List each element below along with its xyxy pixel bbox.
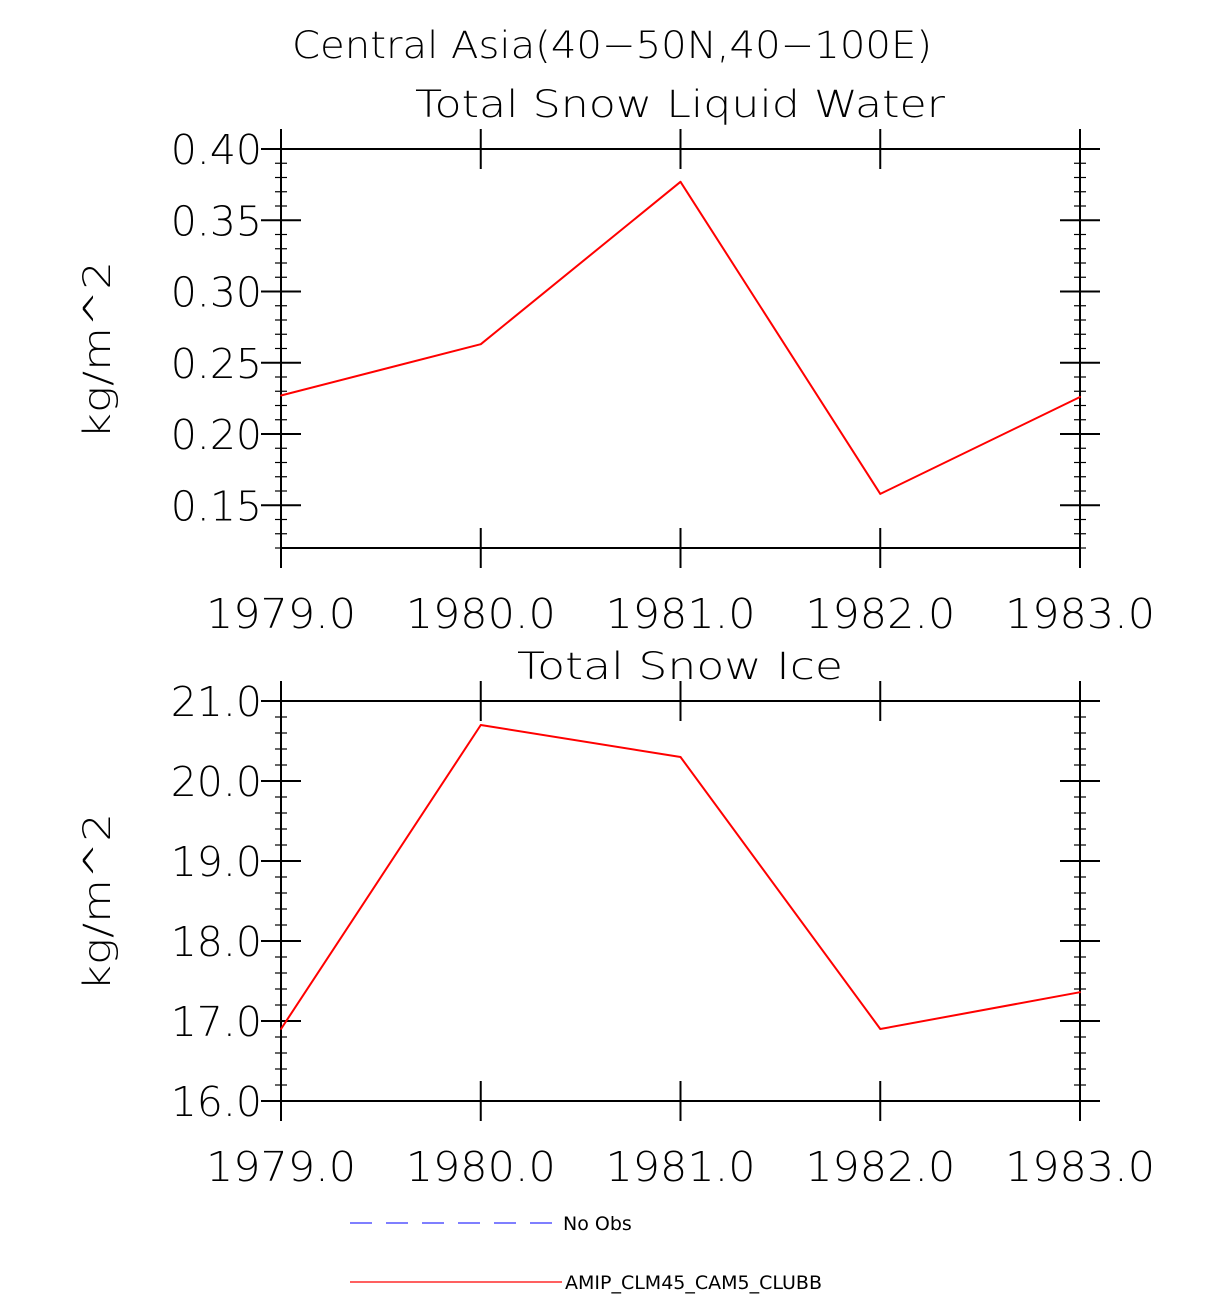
data-point	[479, 343, 482, 346]
x-tick-label: 1979.0	[206, 1143, 356, 1191]
x-tick-label: 1979.0	[206, 590, 356, 638]
plot-frame	[280, 700, 1081, 1102]
legend-item-no-obs: No Obs	[350, 1213, 632, 1235]
x-tick-label: 1981.0	[606, 590, 756, 638]
series-line	[280, 180, 1081, 495]
data-point	[1079, 396, 1081, 398]
y-tick-label: 17.0	[171, 998, 262, 1046]
x-tick-label: 1982.0	[805, 590, 955, 638]
data-point	[479, 724, 482, 726]
figure-title: Central Asia(40−50N,40−100E)	[292, 24, 932, 67]
data-point	[879, 1028, 882, 1030]
x-tick-label: 1980.0	[406, 590, 556, 638]
legend-label: No Obs	[563, 1213, 632, 1235]
chart-title: Total Snow Liquid Water	[415, 83, 946, 126]
y-tick-label: 0.20	[171, 411, 262, 459]
y-tick-label: 0.25	[171, 340, 262, 388]
y-axis-label: kg/m^2	[76, 813, 119, 991]
y-tick-label: 19.0	[171, 838, 262, 886]
data-point	[280, 394, 282, 397]
x-tick-label: 1983.0	[1005, 590, 1155, 638]
y-tick-label: 18.0	[171, 918, 262, 966]
data-point	[1079, 991, 1081, 994]
x-tick-label: 1982.0	[805, 1143, 955, 1191]
data-point	[879, 492, 882, 495]
x-tick-label: 1980.0	[406, 1143, 556, 1191]
y-tick-label: 0.35	[171, 197, 262, 245]
y-tick-label: 21.0	[171, 678, 262, 726]
series-line	[280, 724, 1081, 1030]
y-tick-label: 20.0	[171, 758, 262, 806]
chart-total-snow-liquid-water: kg/m^2 0.40 0.35 0.30 0.25 0.20 0.15 1979.0 198…	[76, 83, 1155, 638]
legend-item-amip: AMIP_CLM45_CAM5_CLUBB	[350, 1272, 822, 1294]
chart-total-snow-ice: kg/m^2 21.0 20.0 19.0 18.0 17.0 16.0 1979.0 198…	[76, 645, 1155, 1191]
y-tick-label: 16.0	[171, 1078, 262, 1126]
data-point	[679, 180, 682, 183]
chart-title: Total Snow Ice	[517, 645, 843, 688]
y-tick-label: 0.15	[171, 482, 262, 530]
data-point	[280, 1028, 282, 1030]
x-tick-label: 1983.0	[1005, 1143, 1155, 1191]
y-tick-label: 0.30	[171, 269, 262, 317]
legend: No Obs AMIP_CLM45_CAM5_CLUBB	[350, 1213, 822, 1294]
legend-label: AMIP_CLM45_CAM5_CLUBB	[565, 1272, 822, 1294]
x-tick-label: 1981.0	[606, 1143, 756, 1191]
data-point	[679, 756, 682, 758]
plot-frame	[280, 148, 1081, 549]
y-axis-label: kg/m^2	[76, 261, 119, 439]
y-tick-label: 0.40	[171, 126, 262, 174]
